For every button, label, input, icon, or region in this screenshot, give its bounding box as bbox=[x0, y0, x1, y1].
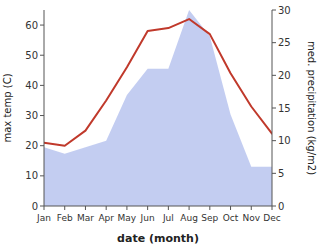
x-tick bbox=[147, 206, 148, 210]
y-tick-label: 0 bbox=[32, 201, 38, 212]
y2-tick-label: 0 bbox=[278, 201, 284, 212]
x-tick-label: Aug bbox=[180, 213, 198, 223]
y2-tick bbox=[272, 75, 276, 76]
y-tick-label: 60 bbox=[25, 20, 38, 31]
x-tick-label: Apr bbox=[98, 213, 114, 223]
y2-axis-label: med. precipitation (kg/m2) bbox=[306, 41, 317, 175]
x-tick-label: May bbox=[118, 213, 137, 223]
x-tick-label: Oct bbox=[223, 213, 239, 223]
precip-area bbox=[44, 10, 272, 206]
x-tick bbox=[230, 206, 231, 210]
temp-line bbox=[44, 19, 272, 146]
y-tick bbox=[40, 175, 44, 176]
y2-tick bbox=[272, 140, 276, 141]
x-tick bbox=[44, 206, 45, 210]
x-tick bbox=[85, 206, 86, 210]
y2-tick bbox=[272, 108, 276, 109]
x-axis-label: date (month) bbox=[117, 232, 199, 245]
y-tick bbox=[40, 55, 44, 56]
y-tick bbox=[40, 25, 44, 26]
chart-svg: 0 10 20 30 40 50 60 0 5 10 15 20 25 30 Jan Feb Mar Apr May… bbox=[0, 0, 318, 248]
x-tick bbox=[189, 206, 190, 210]
y-tick-label: 10 bbox=[25, 170, 38, 181]
x-tick-label: Jan bbox=[36, 213, 51, 223]
y-axis-line bbox=[44, 10, 45, 206]
y-tick bbox=[40, 206, 44, 207]
y-tick-label: 20 bbox=[25, 140, 38, 151]
x-tick bbox=[106, 206, 107, 210]
x-tick-label: Jun bbox=[140, 213, 155, 223]
x-tick bbox=[64, 206, 65, 210]
x-axis-line bbox=[44, 206, 272, 207]
y-tick-label: 40 bbox=[25, 80, 38, 91]
y2-tick-label: 10 bbox=[278, 135, 291, 146]
y-tick bbox=[40, 145, 44, 146]
x-tick-label: Mar bbox=[77, 213, 94, 223]
y-tick bbox=[40, 115, 44, 116]
x-tick bbox=[251, 206, 252, 210]
y-tick-label: 30 bbox=[25, 110, 38, 121]
x-tick-label: Jul bbox=[162, 213, 174, 223]
y2-tick-label: 15 bbox=[278, 103, 291, 114]
y-axis-label: max temp (C) bbox=[2, 73, 13, 142]
x-tick-label: Feb bbox=[57, 213, 73, 223]
x-tick bbox=[126, 206, 127, 210]
y2-tick bbox=[272, 42, 276, 43]
y2-tick-label: 30 bbox=[278, 5, 291, 16]
x-tick bbox=[209, 206, 210, 210]
y2-tick bbox=[272, 173, 276, 174]
y2-tick bbox=[272, 206, 276, 207]
y-tick bbox=[40, 85, 44, 86]
x-tick-label: Dec bbox=[263, 213, 280, 223]
chart-container: 0 10 20 30 40 50 60 0 5 10 15 20 25 30 Jan Feb Mar Apr May… bbox=[0, 0, 318, 248]
x-tick-label: Nov bbox=[242, 213, 260, 223]
y2-tick-label: 20 bbox=[278, 70, 291, 81]
y2-tick-label: 25 bbox=[278, 37, 291, 48]
y2-tick bbox=[272, 10, 276, 11]
x-tick bbox=[168, 206, 169, 210]
y-tick-label: 50 bbox=[25, 50, 38, 61]
x-tick bbox=[272, 206, 273, 210]
y2-tick-label: 5 bbox=[278, 168, 284, 179]
plot-area bbox=[44, 10, 272, 206]
x-tick-label: Sep bbox=[201, 213, 218, 223]
